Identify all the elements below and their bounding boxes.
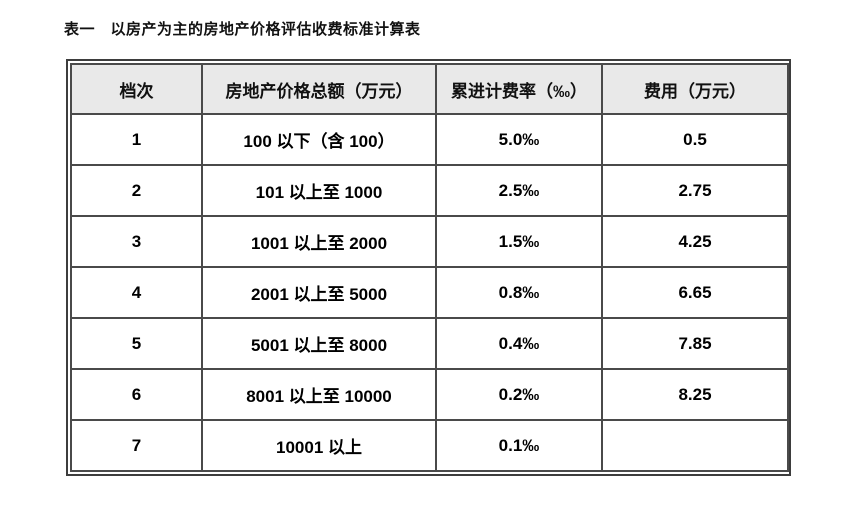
cell-rate: 0.2‰ — [435, 368, 603, 421]
cell-total-price: 8001 以上至 10000 — [201, 368, 437, 421]
cell-total-price: 2001 以上至 5000 — [201, 266, 437, 319]
cell-fee: 0.5 — [601, 113, 789, 166]
cell-total-price: 1001 以上至 2000 — [201, 215, 437, 268]
cell-total-price: 101 以上至 1000 — [201, 164, 437, 217]
header-cell-fee: 费用（万元） — [601, 63, 789, 115]
cell-fee — [601, 419, 789, 472]
cell-fee: 2.75 — [601, 164, 789, 217]
header-cell-rate: 累进计费率（‰） — [435, 63, 603, 115]
header-cell-tier: 档次 — [70, 63, 203, 115]
cell-rate: 5.0‰ — [435, 113, 603, 166]
cell-fee: 6.65 — [601, 266, 789, 319]
table-row: 4 2001 以上至 5000 0.8‰ 6.65 — [70, 266, 789, 319]
fee-table-container: 档次 房地产价格总额（万元） 累进计费率（‰） 费用（万元） 1 100 以下（… — [66, 59, 791, 476]
fee-table: 档次 房地产价格总额（万元） 累进计费率（‰） 费用（万元） 1 100 以下（… — [70, 63, 789, 472]
cell-rate: 1.5‰ — [435, 215, 603, 268]
table-row: 6 8001 以上至 10000 0.2‰ 8.25 — [70, 368, 789, 421]
cell-tier: 1 — [70, 113, 203, 166]
cell-tier: 6 — [70, 368, 203, 421]
cell-total-price: 100 以下（含 100） — [201, 113, 437, 166]
cell-tier: 7 — [70, 419, 203, 472]
cell-rate: 2.5‰ — [435, 164, 603, 217]
cell-total-price: 5001 以上至 8000 — [201, 317, 437, 370]
cell-fee: 4.25 — [601, 215, 789, 268]
cell-fee: 8.25 — [601, 368, 789, 421]
cell-rate: 0.1‰ — [435, 419, 603, 472]
header-row: 档次 房地产价格总额（万元） 累进计费率（‰） 费用（万元） — [70, 63, 789, 115]
cell-fee: 7.85 — [601, 317, 789, 370]
cell-rate: 0.4‰ — [435, 317, 603, 370]
table-caption: 表一 以房产为主的房地产价格评估收费标准计算表 — [64, 21, 421, 38]
cell-tier: 3 — [70, 215, 203, 268]
cell-rate: 0.8‰ — [435, 266, 603, 319]
table-row: 2 101 以上至 1000 2.5‰ 2.75 — [70, 164, 789, 217]
table-row: 3 1001 以上至 2000 1.5‰ 4.25 — [70, 215, 789, 268]
cell-tier: 4 — [70, 266, 203, 319]
table-row: 7 10001 以上 0.1‰ — [70, 419, 789, 472]
table-row: 5 5001 以上至 8000 0.4‰ 7.85 — [70, 317, 789, 370]
header-cell-total-price: 房地产价格总额（万元） — [201, 63, 437, 115]
table-row: 1 100 以下（含 100） 5.0‰ 0.5 — [70, 113, 789, 166]
cell-total-price: 10001 以上 — [201, 419, 437, 472]
cell-tier: 5 — [70, 317, 203, 370]
cell-tier: 2 — [70, 164, 203, 217]
